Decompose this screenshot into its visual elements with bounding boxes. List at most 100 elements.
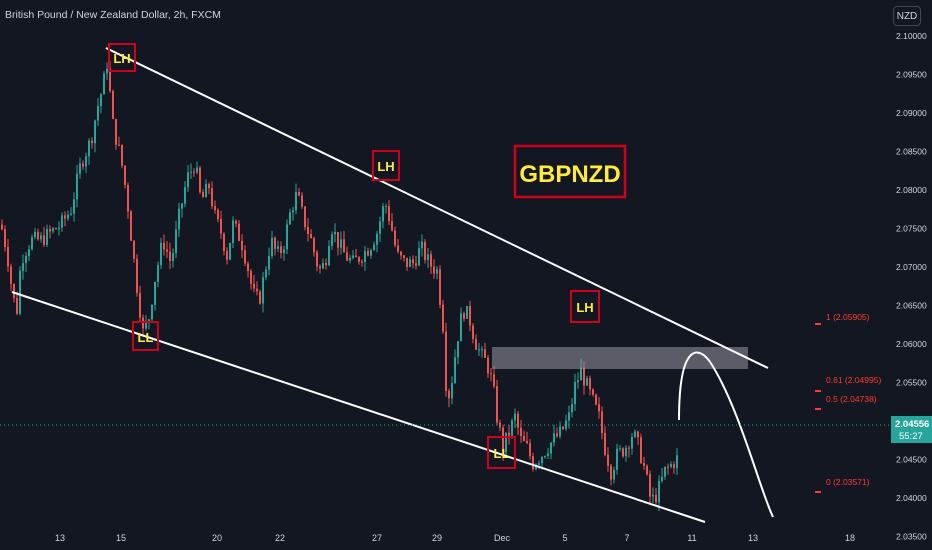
candle-body — [220, 219, 222, 234]
swing-label-ll-2: LL — [487, 436, 516, 469]
candle-body — [625, 447, 627, 457]
candle-body — [616, 448, 618, 470]
y-tick-label: 2.10000 — [896, 31, 927, 41]
candle-body — [232, 220, 234, 243]
candle-body — [442, 304, 444, 332]
swing-label-lh-2: LH — [372, 150, 400, 181]
candle-body — [46, 228, 48, 245]
symbol-annotation: GBPNZD — [513, 144, 627, 199]
candle-body — [673, 464, 675, 469]
last-price-badge: 2.04556 55:27 — [891, 416, 932, 443]
candle-body — [52, 228, 54, 232]
candle-body — [286, 224, 288, 250]
candle-body — [82, 163, 84, 167]
candle-body — [670, 464, 672, 467]
candle-body — [76, 173, 78, 200]
candle-body — [451, 383, 453, 399]
candle-body — [508, 432, 510, 436]
candle-body — [490, 373, 492, 375]
candle-body — [571, 404, 573, 413]
x-tick-label: 18 — [845, 533, 855, 543]
x-tick-label: Dec — [494, 533, 511, 543]
candle-body — [61, 215, 63, 228]
candle-body — [538, 463, 540, 465]
candle-body — [322, 262, 324, 269]
candle-body — [415, 263, 417, 266]
candle-body — [157, 265, 159, 282]
x-tick-label: 29 — [432, 533, 442, 543]
candle-body — [196, 167, 198, 173]
candle-body — [463, 313, 465, 319]
candle-body — [43, 235, 45, 245]
candle-body — [184, 187, 186, 204]
projection-path — [678, 351, 774, 518]
fib-label-0: 0 (2.03571) — [826, 477, 870, 487]
candle-body — [124, 165, 126, 186]
x-axis-ticks: 13 15 20 22 27 29 Dec 5 7 11 13 18 — [55, 533, 855, 543]
candle-body — [514, 413, 516, 421]
swing-label-text: LL — [138, 330, 154, 345]
candle-body — [127, 185, 129, 212]
candle-body — [550, 442, 552, 454]
candle-body — [208, 184, 210, 189]
candle-body — [568, 412, 570, 421]
candle-body — [346, 252, 348, 261]
candle-body — [661, 476, 663, 482]
candle-body — [544, 455, 546, 458]
candle-body — [430, 254, 432, 267]
x-tick-label: 11 — [687, 533, 696, 543]
candle-body — [223, 233, 225, 251]
y-tick-label: 2.08500 — [896, 147, 927, 157]
candle-body — [382, 206, 384, 222]
candle-body — [424, 241, 426, 261]
candle-body — [277, 246, 279, 249]
candle-body — [406, 257, 408, 267]
candle-body — [310, 233, 312, 239]
candle-body — [580, 367, 582, 381]
candle-body — [553, 433, 555, 443]
candle-body — [100, 94, 102, 107]
candle-body — [169, 251, 171, 261]
candle-body — [379, 221, 381, 234]
candle-body — [340, 239, 342, 248]
fib-label-1: 1 (2.05905) — [826, 312, 870, 322]
candle-body — [67, 214, 69, 219]
candle-body — [91, 140, 93, 144]
currency-button[interactable]: NZD — [893, 6, 921, 26]
candle-body — [655, 494, 657, 503]
candle-body — [583, 367, 585, 386]
swing-label-ll-1: LL — [132, 321, 159, 351]
candle-body — [190, 171, 192, 173]
candle-body — [265, 269, 267, 278]
candle-body — [619, 448, 621, 450]
candle-body — [334, 232, 336, 235]
candle-body — [646, 465, 648, 475]
candle-body — [613, 469, 615, 480]
candle-body — [496, 386, 498, 423]
candle-body — [262, 277, 264, 304]
candle-body — [664, 466, 666, 477]
candle-body — [559, 426, 561, 437]
symbol-title: British Pound / New Zealand Dollar, 2h, … — [5, 9, 221, 21]
candle-body — [19, 270, 21, 314]
candle-body — [367, 251, 369, 256]
candle-body — [199, 167, 201, 193]
candle-body — [49, 228, 51, 232]
candle-body — [97, 106, 99, 121]
candle-body — [601, 411, 603, 434]
candle-body — [151, 304, 153, 320]
candle-body — [454, 357, 456, 384]
candle-body — [352, 255, 354, 259]
candle-body — [592, 389, 594, 395]
candles — [1, 60, 678, 512]
supply-zone — [492, 347, 748, 369]
candle-body — [271, 237, 273, 257]
candle-body — [295, 192, 297, 211]
candle-body — [313, 238, 315, 253]
candle-body — [364, 251, 366, 262]
x-tick-label: 15 — [116, 533, 126, 543]
candle-body — [511, 420, 513, 436]
time-axis[interactable] — [0, 528, 890, 550]
candle-body — [64, 215, 66, 219]
